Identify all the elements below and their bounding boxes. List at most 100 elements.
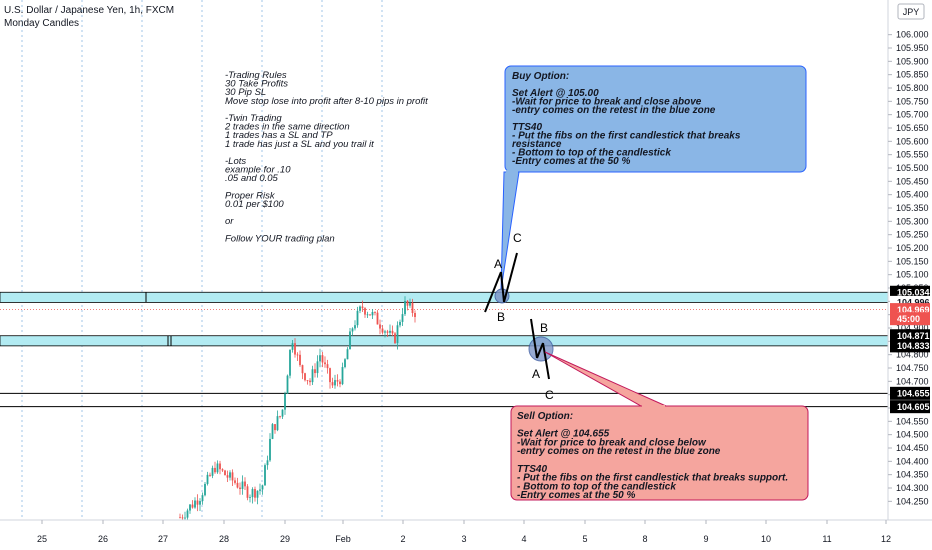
candle xyxy=(329,367,331,389)
candle-body xyxy=(341,367,344,385)
price-tag-bg xyxy=(890,400,930,414)
candle-body xyxy=(254,489,256,498)
price-tag-label: 104.833 xyxy=(897,341,930,351)
rules-line: Follow YOUR trading plan xyxy=(225,233,335,244)
rules-line: Move stop lose into profit after 8-10 pi… xyxy=(225,96,428,107)
currency-badge-label: JPY xyxy=(903,7,920,17)
candle xyxy=(196,494,199,512)
price-tick-label: 106.000 xyxy=(896,30,929,40)
candle-body xyxy=(394,333,396,344)
candle xyxy=(401,308,404,327)
candle-body xyxy=(196,500,199,505)
price-tick-label: 105.850 xyxy=(896,70,929,80)
price-tick-label: 105.800 xyxy=(896,83,929,93)
candle-body xyxy=(194,500,196,508)
candle-body xyxy=(244,481,246,487)
candle xyxy=(326,359,329,374)
candle-body xyxy=(281,409,284,417)
candle xyxy=(246,484,249,501)
price-tick-label: 105.100 xyxy=(896,270,929,280)
time-tick-label: 9 xyxy=(703,534,708,544)
candle xyxy=(396,321,399,350)
candle-body xyxy=(294,343,296,355)
candle-body xyxy=(179,517,181,519)
candle xyxy=(391,325,394,337)
candle xyxy=(319,348,321,368)
candle xyxy=(284,391,286,415)
price-tick-label: 105.450 xyxy=(896,176,929,186)
candle-body xyxy=(374,312,376,313)
price-tick-label: 105.550 xyxy=(896,150,929,160)
candlesticks xyxy=(179,296,416,523)
price-tag: 104.833 xyxy=(890,339,930,353)
candle-body xyxy=(366,314,369,316)
candle-body xyxy=(391,330,394,334)
candle-body xyxy=(226,475,229,478)
sell-label-c: C xyxy=(545,388,554,402)
candle xyxy=(234,477,236,485)
candle-body xyxy=(234,480,236,483)
candle xyxy=(351,327,354,336)
price-tag: 104.655 xyxy=(890,386,930,400)
candle-body xyxy=(209,474,211,476)
candle-body xyxy=(344,359,346,368)
price-tick-label: 104.450 xyxy=(896,443,929,453)
candle xyxy=(311,365,314,385)
price-tick-label: 104.550 xyxy=(896,416,929,426)
candle xyxy=(296,352,299,362)
sell-label-a: A xyxy=(532,367,540,381)
candle xyxy=(304,372,306,382)
candle xyxy=(404,296,406,316)
candle-body xyxy=(206,474,209,484)
candle xyxy=(339,379,341,388)
candle-body xyxy=(284,393,286,410)
candle-body xyxy=(219,463,221,470)
candle-body xyxy=(204,483,206,496)
candle xyxy=(359,305,361,314)
candle xyxy=(406,300,409,311)
time-axis[interactable]: 25 26 27 28 29 Feb 2 3 4 5 8 9 10 11 12 xyxy=(0,519,932,550)
buy-callout-line: - Bottom to top of the candlestick xyxy=(512,148,671,159)
candle-body xyxy=(359,306,361,311)
candle xyxy=(191,500,194,509)
price-tick-label: 104.350 xyxy=(896,470,929,480)
currency-badge[interactable]: JPY xyxy=(897,3,925,20)
candle-body xyxy=(369,314,371,316)
price-axis[interactable]: 104.250 104.300 104.350 104.400 104.450 104.5… xyxy=(887,0,932,520)
symbol-title: U.S. Dollar / Japanese Yen, 1h, FXCM xyxy=(4,5,174,16)
upper-zone xyxy=(0,291,889,303)
candle-body xyxy=(184,517,186,519)
candle xyxy=(219,460,221,475)
candle-body xyxy=(371,312,374,316)
candle xyxy=(216,460,219,474)
candle xyxy=(211,465,214,479)
candle xyxy=(344,358,346,369)
candle xyxy=(379,319,381,335)
candle-body xyxy=(336,380,339,382)
price-tag-label: 104.605 xyxy=(897,402,930,412)
price-tick-label: 104.800 xyxy=(896,350,929,360)
buy-leg-ab xyxy=(484,271,502,313)
buy-callout-line: Set Alert @ 105.00 xyxy=(512,88,599,99)
candle-body xyxy=(241,481,244,489)
sell-leg-ab xyxy=(530,318,538,359)
candle-body xyxy=(274,424,276,431)
price-tag-bg xyxy=(890,329,930,343)
sell-callout-line: Set Alert @ 104.655 xyxy=(517,429,610,440)
candle-body xyxy=(251,489,254,498)
time-tick-label: 5 xyxy=(582,534,587,544)
candle xyxy=(374,311,376,316)
candle xyxy=(224,469,226,476)
chart-grid xyxy=(21,0,383,520)
candle-body xyxy=(211,467,214,476)
price-tick-label: 104.750 xyxy=(896,363,929,373)
candle-body xyxy=(314,369,316,374)
time-axis-bg xyxy=(0,520,932,550)
candle xyxy=(199,498,201,512)
time-tick-label: 8 xyxy=(642,534,647,544)
sell-callout-line: - Bottom to top of the candlestick xyxy=(517,481,676,492)
rules-line: 2 trades in the same direction xyxy=(224,122,350,133)
rules-line: -Trading Rules xyxy=(225,70,287,81)
